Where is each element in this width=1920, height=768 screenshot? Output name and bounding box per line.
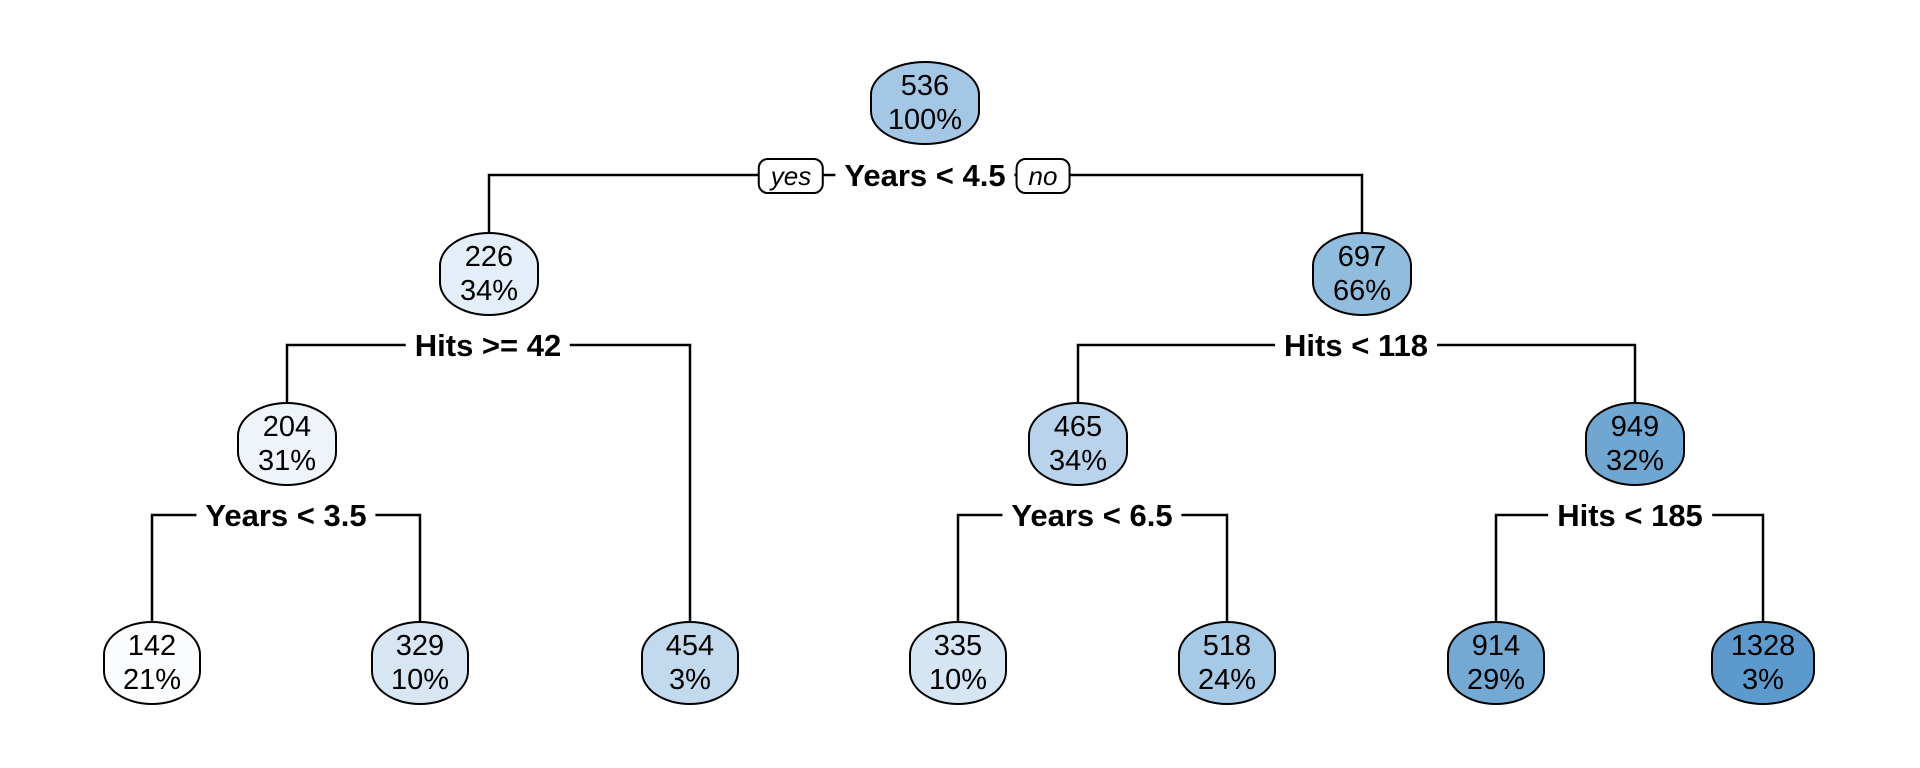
node-value: 914: [1471, 630, 1521, 662]
tree-node-142: 142 21%: [103, 621, 201, 705]
node-percent: 100%: [887, 104, 963, 136]
split-label-years-lt-6-5: Years < 6.5: [1002, 499, 1182, 533]
tree-node-335: 335 10%: [909, 621, 1007, 705]
tree-node-204: 204 31%: [237, 402, 337, 486]
tree-node-914: 914 29%: [1447, 621, 1545, 705]
tree-node-949: 949 32%: [1585, 402, 1685, 486]
tree-node-329: 329 10%: [371, 621, 469, 705]
node-percent: 3%: [669, 664, 711, 696]
node-value: 142: [127, 630, 177, 662]
node-value: 204: [262, 411, 312, 443]
node-percent: 31%: [257, 445, 317, 477]
node-percent: 21%: [122, 664, 182, 696]
branch-line-left-2: [285, 343, 692, 621]
node-value: 454: [665, 630, 715, 662]
node-value: 465: [1053, 411, 1103, 443]
tree-node-454: 454 3%: [641, 621, 739, 705]
node-percent: 34%: [459, 275, 519, 307]
node-value: 329: [395, 630, 445, 662]
tree-node-697: 697 66%: [1312, 232, 1412, 316]
tree-node-1328: 1328 3%: [1711, 621, 1815, 705]
node-percent: 24%: [1197, 664, 1257, 696]
node-value: 949: [1610, 411, 1660, 443]
split-label-years-lt-3-5: Years < 3.5: [196, 499, 376, 533]
node-percent: 66%: [1332, 275, 1392, 307]
node-value: 536: [900, 70, 950, 102]
node-value: 1328: [1730, 630, 1796, 662]
node-percent: 34%: [1048, 445, 1108, 477]
node-percent: 29%: [1466, 664, 1526, 696]
node-percent: 32%: [1605, 445, 1665, 477]
tree-node-465: 465 34%: [1028, 402, 1128, 486]
node-value: 335: [933, 630, 983, 662]
node-value: 518: [1202, 630, 1252, 662]
split-label-hits-ge-42: Hits >= 42: [405, 329, 571, 363]
branch-tag-yes: yes: [757, 158, 825, 194]
tree-node-518: 518 24%: [1178, 621, 1276, 705]
split-label-hits-lt-185: Hits < 185: [1548, 499, 1712, 533]
split-label-hits-lt-118: Hits < 118: [1275, 329, 1437, 363]
branch-tag-no: no: [1015, 158, 1071, 194]
node-value: 226: [464, 241, 514, 273]
node-percent: 10%: [928, 664, 988, 696]
split-label-years-lt-4-5: Years < 4.5: [835, 159, 1015, 193]
tree-node-536: 536 100%: [870, 61, 980, 145]
node-percent: 10%: [390, 664, 450, 696]
node-percent: 3%: [1742, 664, 1784, 696]
tree-node-226: 226 34%: [439, 232, 539, 316]
node-value: 697: [1337, 241, 1387, 273]
